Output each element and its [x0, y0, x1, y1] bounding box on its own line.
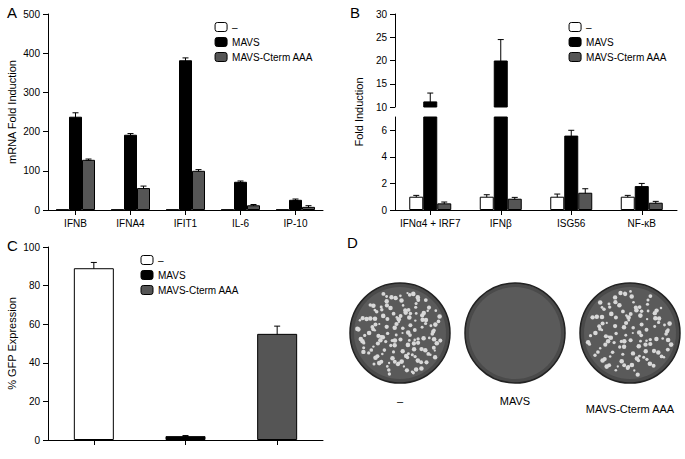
svg-text:–: –	[158, 255, 164, 266]
svg-text:D: D	[347, 234, 358, 251]
svg-text:mRNA Fold Induction: mRNA Fold Induction	[6, 60, 18, 164]
svg-text:500: 500	[23, 9, 40, 20]
svg-text:–: –	[397, 395, 404, 407]
svg-text:B: B	[350, 4, 360, 21]
svg-text:20: 20	[29, 396, 41, 407]
svg-text:MAVS: MAVS	[500, 395, 530, 407]
svg-text:IFNβ: IFNβ	[490, 218, 512, 229]
svg-text:25: 25	[376, 32, 388, 43]
svg-text:–: –	[232, 22, 238, 33]
svg-text:ISG56: ISG56	[557, 218, 586, 229]
svg-text:C: C	[7, 237, 18, 254]
svg-text:40: 40	[29, 357, 41, 368]
svg-text:MAVS: MAVS	[586, 37, 614, 48]
svg-text:200: 200	[23, 126, 40, 137]
svg-text:300: 300	[23, 87, 40, 98]
svg-text:MAVS-Cterm AAA: MAVS-Cterm AAA	[232, 52, 313, 63]
svg-text:10: 10	[376, 102, 388, 113]
svg-text:0: 0	[34, 435, 40, 446]
svg-text:MAVS-Cterm AAA: MAVS-Cterm AAA	[158, 285, 239, 296]
svg-text:Fold Induction: Fold Induction	[353, 77, 365, 146]
svg-text:IL-6: IL-6	[232, 218, 250, 229]
svg-text:100: 100	[23, 165, 40, 176]
svg-text:IFIT1: IFIT1	[174, 218, 198, 229]
svg-text:4: 4	[381, 151, 387, 162]
svg-text:IFNB: IFNB	[64, 218, 87, 229]
svg-text:400: 400	[23, 48, 40, 59]
svg-text:30: 30	[376, 9, 388, 20]
svg-text:IFNA4: IFNA4	[116, 218, 145, 229]
svg-text:IFNα4 + IRF7: IFNα4 + IRF7	[400, 218, 461, 229]
svg-text:MAVS-Cterm AAA: MAVS-Cterm AAA	[586, 52, 667, 63]
svg-text:0: 0	[381, 205, 387, 216]
svg-text:MAVS-Cterm AAA: MAVS-Cterm AAA	[586, 403, 675, 415]
svg-text:–: –	[586, 22, 592, 33]
svg-text:2: 2	[381, 178, 387, 189]
svg-text:100: 100	[23, 242, 40, 253]
svg-text:MAVS: MAVS	[158, 270, 186, 281]
svg-text:MAVS: MAVS	[232, 37, 260, 48]
svg-text:NF-κB: NF-κB	[628, 218, 657, 229]
svg-text:6: 6	[381, 125, 387, 136]
svg-text:% GFP Expression: % GFP Expression	[6, 297, 18, 390]
svg-text:60: 60	[29, 319, 41, 330]
svg-text:0: 0	[34, 205, 40, 216]
svg-text:A: A	[7, 4, 17, 21]
svg-text:80: 80	[29, 280, 41, 291]
svg-text:15: 15	[376, 78, 388, 89]
svg-text:IP-10: IP-10	[284, 218, 308, 229]
svg-text:20: 20	[376, 55, 388, 66]
